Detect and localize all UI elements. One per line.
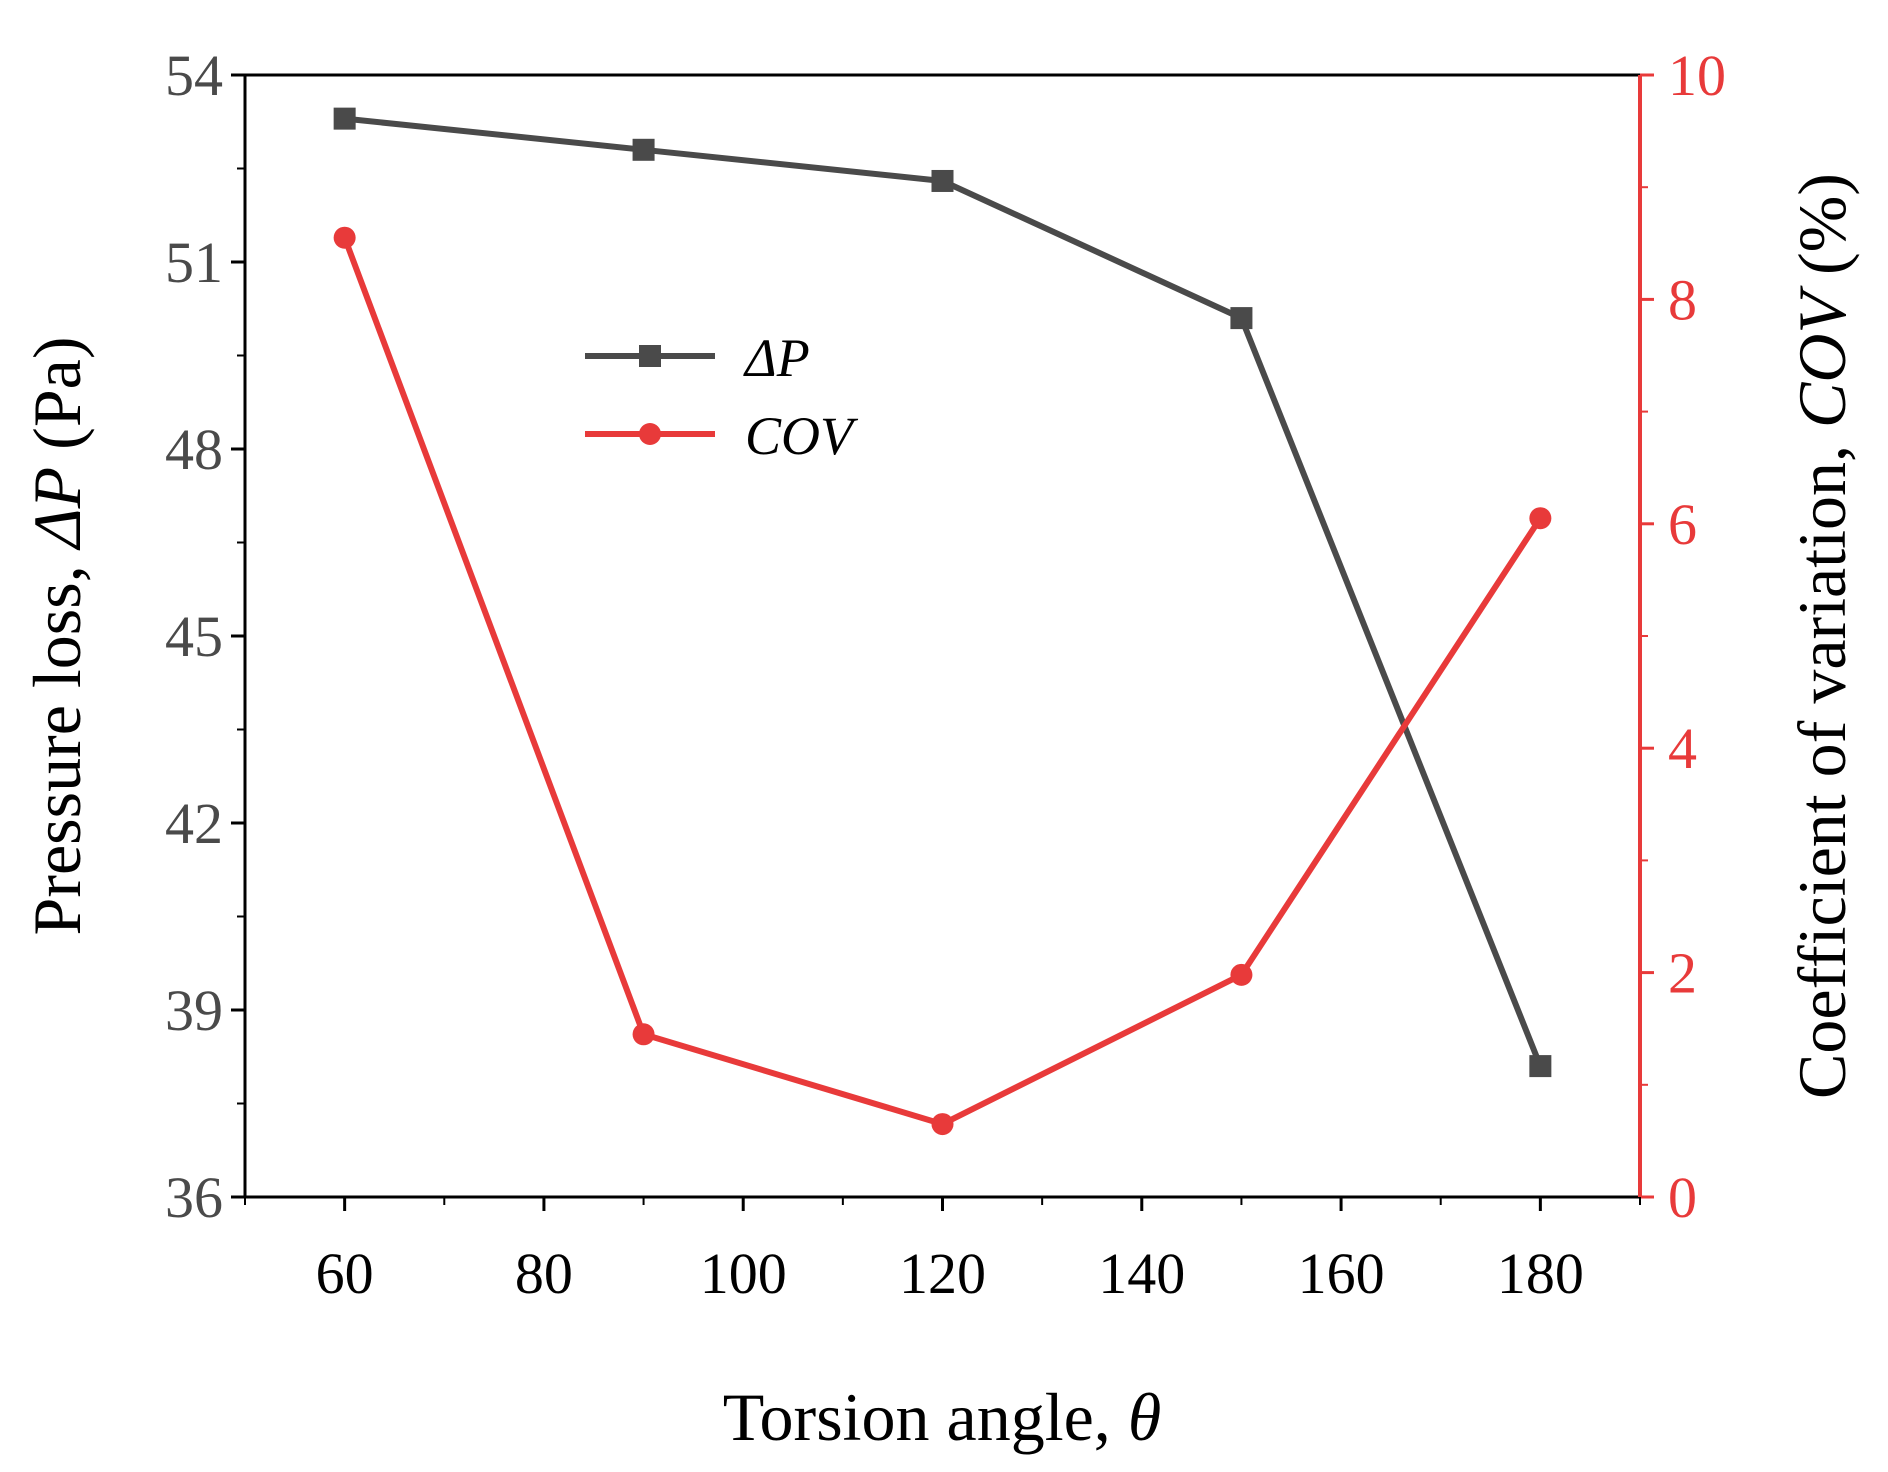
data-point-dp — [1230, 307, 1253, 330]
data-point-dp — [1529, 1055, 1552, 1078]
series-line-dp — [344, 115, 1544, 1068]
right-tick-label: 0 — [1668, 1165, 1697, 1230]
plot-frame — [243, 73, 1642, 1199]
x-tick-label: 140 — [1098, 1241, 1185, 1306]
left-tick-label: 42 — [165, 791, 223, 856]
data-point-dp — [632, 138, 655, 161]
x-tick-label: 80 — [515, 1241, 573, 1306]
left-tick-label: 51 — [165, 230, 223, 295]
legend: ΔP COV — [585, 328, 859, 466]
data-point-cov — [632, 1023, 655, 1046]
x-tick-label: 180 — [1497, 1241, 1584, 1306]
left-tick-label: 54 — [165, 43, 223, 108]
data-point-dp — [333, 107, 356, 130]
data-point-cov — [1230, 963, 1253, 986]
left-tick-label: 45 — [165, 604, 223, 669]
x-axis: 60 80 100 120 140 160 180 — [244, 1197, 1641, 1306]
right-tick-label: 10 — [1668, 43, 1726, 108]
left-tick-label: 39 — [165, 978, 223, 1043]
legend-label-dp: ΔP — [743, 328, 810, 388]
right-tick-label: 2 — [1668, 941, 1697, 1006]
series-layer — [333, 107, 1552, 1136]
legend-marker-cov — [639, 423, 661, 445]
right-tick-label: 6 — [1668, 492, 1697, 557]
x-tick-label: 120 — [899, 1241, 986, 1306]
data-point-cov — [1529, 507, 1552, 530]
right-y-axis: 0 2 4 6 8 10 — [1638, 43, 1726, 1230]
left-y-axis: 36 39 42 45 48 51 54 — [165, 43, 245, 1230]
right-tick-label: 4 — [1668, 716, 1697, 781]
right-axis-title: Coefficient of variation, COV (%) — [1784, 173, 1860, 1099]
left-tick-label: 36 — [165, 1165, 223, 1230]
left-tick-label: 48 — [165, 417, 223, 482]
x-tick-label: 100 — [700, 1241, 787, 1306]
legend-marker-dp — [639, 345, 661, 367]
legend-label-cov: COV — [745, 406, 859, 466]
data-point-cov — [333, 226, 356, 249]
x-axis-title: Torsion angle, θ — [723, 1379, 1161, 1455]
data-point-dp — [931, 169, 954, 192]
x-tick-label: 160 — [1298, 1241, 1385, 1306]
right-tick-label: 8 — [1668, 267, 1697, 332]
series-line-cov — [341, 236, 1543, 1128]
data-point-cov — [931, 1113, 954, 1136]
x-tick-label: 60 — [316, 1241, 374, 1306]
left-axis-title: Pressure loss, ΔP (Pa) — [19, 337, 95, 936]
